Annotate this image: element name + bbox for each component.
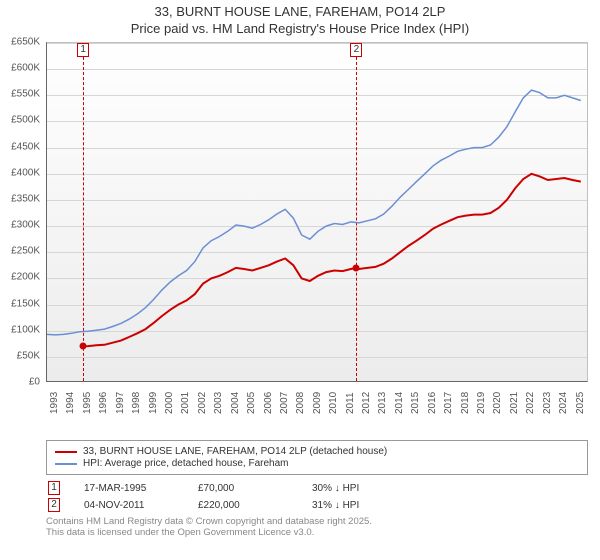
x-axis-label: 1998 [131,392,142,414]
title-subtitle: Price paid vs. HM Land Registry's House … [0,21,600,38]
sale-point [353,264,360,271]
sale-date: 17-MAR-1995 [84,483,174,494]
attribution-line1: Contains HM Land Registry data © Crown c… [46,516,588,527]
sale-record-marker: 1 [48,481,60,495]
x-axis-label: 2023 [542,392,553,414]
x-axis-label: 2009 [312,392,323,414]
y-axis-label: £250K [0,246,40,257]
attribution-line2: This data is licensed under the Open Gov… [46,527,588,538]
y-axis-label: £500K [0,115,40,126]
x-axis-label: 2004 [230,392,241,414]
title-address: 33, BURNT HOUSE LANE, FAREHAM, PO14 2LP [0,4,600,21]
attribution: Contains HM Land Registry data © Crown c… [46,516,588,539]
x-axis-label: 2002 [197,392,208,414]
x-axis-label: 2013 [377,392,388,414]
x-axis-label: 1993 [49,392,60,414]
y-axis-label: £0 [0,377,40,388]
y-axis-label: £300K [0,220,40,231]
x-axis-label: 1996 [98,392,109,414]
x-axis-label: 2010 [328,392,339,414]
x-axis-label: 2012 [361,392,372,414]
x-axis-label: 2005 [246,392,257,414]
legend-swatch [55,451,77,453]
y-axis-label: £200K [0,272,40,283]
x-axis-label: 2017 [443,392,454,414]
x-axis-label: 2006 [263,392,274,414]
series-hpi [47,90,581,335]
sale-price: £220,000 [198,500,288,511]
sale-record-row: 1 17-MAR-1995 £70,000 30% ↓ HPI [48,481,588,495]
y-axis-label: £650K [0,37,40,48]
x-axis-label: 2008 [295,392,306,414]
x-axis-label: 2014 [394,392,405,414]
y-axis-label: £450K [0,141,40,152]
x-axis-label: 2000 [164,392,175,414]
x-axis-label: 2018 [460,392,471,414]
legend-block: 33, BURNT HOUSE LANE, FAREHAM, PO14 2LP … [46,440,588,539]
sale-point [80,343,87,350]
y-axis-label: £100K [0,324,40,335]
x-axis-label: 1994 [65,392,76,414]
legend-row: HPI: Average price, detached house, Fare… [55,458,579,469]
chart-area: 12 £0£50K£100K£150K£200K£250K£300K£350K£… [46,42,588,402]
sale-delta: 30% ↓ HPI [312,483,402,494]
sale-record-row: 2 04-NOV-2011 £220,000 31% ↓ HPI [48,498,588,512]
legend-label: 33, BURNT HOUSE LANE, FAREHAM, PO14 2LP … [83,446,387,457]
x-axis-label: 2021 [509,392,520,414]
x-axis-label: 2022 [525,392,536,414]
title-block: 33, BURNT HOUSE LANE, FAREHAM, PO14 2LP … [0,0,600,38]
legend-swatch [55,463,77,465]
line-series [47,43,589,383]
x-axis-label: 2019 [476,392,487,414]
x-axis-label: 2003 [213,392,224,414]
x-axis-label: 2025 [575,392,586,414]
x-axis-label: 2020 [492,392,503,414]
x-axis-label: 1995 [82,392,93,414]
x-axis-label: 2001 [180,392,191,414]
series-price_paid [83,174,581,347]
x-axis-label: 2011 [345,392,356,414]
y-axis-label: £350K [0,193,40,204]
y-axis-label: £50K [0,350,40,361]
y-axis-label: £600K [0,63,40,74]
chart-container: 33, BURNT HOUSE LANE, FAREHAM, PO14 2LP … [0,0,600,560]
legend-box: 33, BURNT HOUSE LANE, FAREHAM, PO14 2LP … [46,440,588,475]
plot-region: 12 [46,42,588,382]
sale-delta: 31% ↓ HPI [312,500,402,511]
legend-label: HPI: Average price, detached house, Fare… [83,458,289,469]
x-axis-label: 2024 [558,392,569,414]
sale-record-marker: 2 [48,498,60,512]
y-axis-label: £550K [0,89,40,100]
y-axis-label: £150K [0,298,40,309]
x-axis-label: 2015 [410,392,421,414]
sale-date: 04-NOV-2011 [84,500,174,511]
x-axis-label: 1997 [115,392,126,414]
legend-row: 33, BURNT HOUSE LANE, FAREHAM, PO14 2LP … [55,446,579,457]
x-axis-label: 2016 [427,392,438,414]
x-axis-label: 1999 [148,392,159,414]
x-axis-label: 2007 [279,392,290,414]
sale-price: £70,000 [198,483,288,494]
y-axis-label: £400K [0,167,40,178]
